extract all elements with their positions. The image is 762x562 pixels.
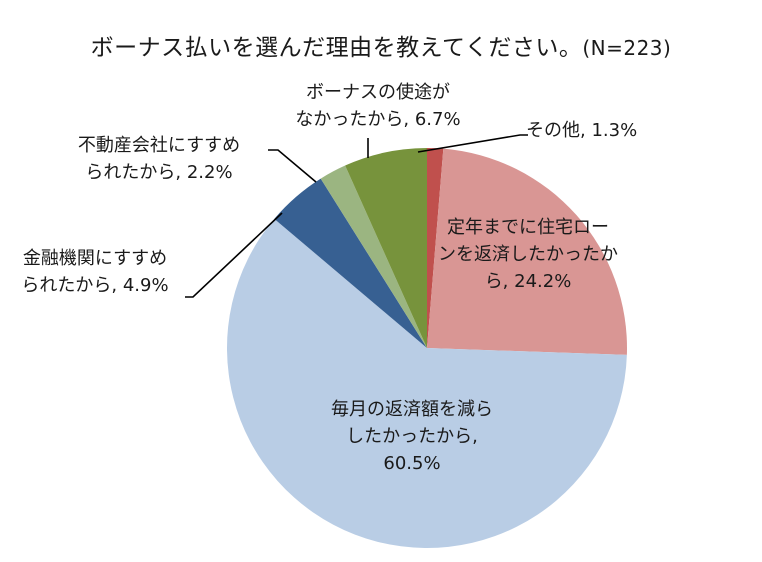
label-monthly: 毎月の返済額を減ら したかったから, 60.5% [331, 399, 493, 474]
label-bonus-use: ボーナスの使途が なかったから, 6.7% [295, 82, 461, 130]
label-other: その他, 1.3% [526, 120, 638, 141]
leader-line-bank [185, 212, 283, 298]
label-realestate: 不動産会社にすすめ られたから, 2.2% [77, 135, 241, 183]
chart-title: ボーナス払いを選んだ理由を教えてください。(N=223) [0, 28, 762, 62]
label-retirement: 定年までに住宅ロー ンを返済したかったか ら, 24.2% [438, 217, 618, 292]
chart-title-main: ボーナス払いを選んだ理由を教えてください。 [90, 35, 583, 61]
chart-title-n: (N=223) [582, 36, 672, 60]
leader-line-realestate [268, 149, 317, 183]
slice-bonus-use [345, 148, 427, 348]
slice-other [427, 148, 444, 348]
slice-monthly [226, 218, 627, 549]
slice-bank [274, 178, 427, 348]
slice-realestate [320, 165, 427, 348]
leader-lines [185, 134, 528, 298]
slice-retirement [427, 148, 627, 355]
pie-slices [226, 148, 627, 549]
label-bank: 金融機関にすすめ られたから, 4.9% [21, 248, 169, 296]
leader-line-other [417, 134, 528, 153]
